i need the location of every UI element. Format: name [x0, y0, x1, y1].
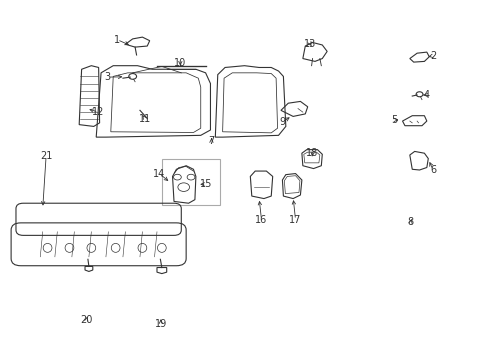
Bar [162, 158, 220, 205]
Text: 12: 12 [92, 107, 104, 117]
Text: 9: 9 [279, 117, 285, 127]
Text: 16: 16 [255, 215, 267, 225]
Text: 2: 2 [429, 51, 435, 61]
Text: 1: 1 [114, 35, 120, 45]
Text: 13: 13 [304, 39, 316, 49]
Text: 15: 15 [200, 179, 212, 189]
Text: 7: 7 [208, 136, 214, 147]
Text: 10: 10 [174, 58, 186, 68]
Text: 5: 5 [390, 115, 397, 125]
Text: 17: 17 [289, 215, 301, 225]
Text: 4: 4 [423, 90, 429, 100]
Text: 20: 20 [80, 315, 92, 325]
Text: 8: 8 [407, 217, 413, 227]
Text: 11: 11 [139, 113, 151, 123]
Text: 18: 18 [306, 148, 318, 158]
Text: 14: 14 [153, 168, 165, 179]
Text: 3: 3 [104, 72, 110, 82]
Text: 6: 6 [429, 165, 435, 175]
Text: 19: 19 [154, 319, 167, 329]
Text: 21: 21 [40, 151, 52, 161]
